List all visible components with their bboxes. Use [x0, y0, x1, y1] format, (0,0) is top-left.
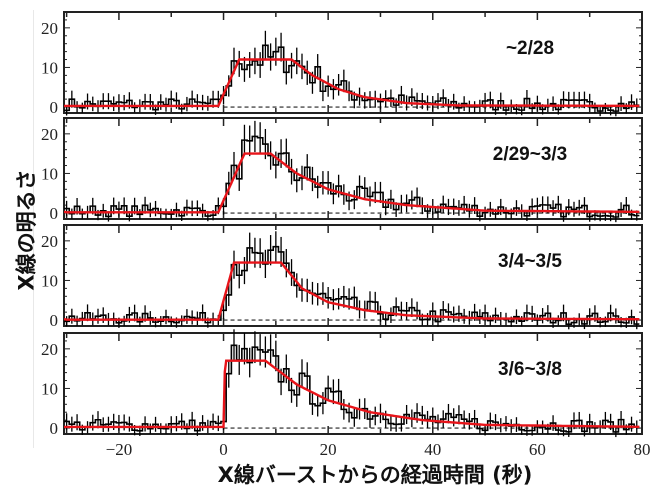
x-tick-label: −20	[106, 440, 133, 459]
x-axis-label: X線バーストからの経過時間 (秒)	[217, 463, 533, 487]
data-histogram	[64, 44, 640, 112]
x-tick-label: 80	[634, 440, 651, 459]
y-tick-label: 10	[41, 164, 58, 183]
y-tick-label: 20	[41, 340, 58, 359]
y-tick-label: 20	[41, 19, 58, 38]
y-tick-label: 10	[41, 58, 58, 77]
model-curve	[64, 152, 640, 214]
y-tick-label: 0	[50, 311, 59, 330]
panel-date-label: ~2/28	[506, 38, 554, 59]
panel-4: 0 10 20 3/6~3/8	[41, 329, 643, 438]
panel-1: 0 10 20 ~2/28	[41, 11, 643, 117]
y-tick-label: 10	[41, 271, 58, 290]
data-histogram	[64, 344, 640, 433]
model-curve	[64, 58, 640, 108]
data-histogram	[64, 245, 640, 325]
y-tick-label: 20	[41, 125, 58, 144]
panel-3: 0 10 20 3/4~3/5	[41, 224, 643, 330]
x-tick-label: 60	[529, 440, 546, 459]
x-tick-label: 0	[219, 440, 228, 459]
margin-line	[33, 10, 34, 448]
panel-date-label: 3/4~3/5	[498, 251, 562, 272]
y-tick-label: 20	[41, 232, 58, 251]
model-curve	[64, 359, 640, 429]
y-tick-label: 10	[41, 379, 58, 398]
model-curve	[64, 261, 640, 321]
panel-date-label: 2/29~3/3	[493, 144, 568, 165]
y-tick-label: 0	[50, 204, 59, 223]
panel-date-label: 3/6~3/8	[498, 359, 562, 380]
y-tick-label: 0	[50, 419, 59, 438]
y-tick-label: 0	[50, 98, 59, 117]
y-axis-label: X線の明るさ	[15, 169, 40, 291]
y-axis-label-wrap: X線の明るさ	[6, 130, 46, 330]
x-tick-label: 40	[424, 440, 441, 459]
panel-2: 0 10 20 2/29~3/3	[41, 117, 643, 223]
x-tick-label: 20	[320, 440, 337, 459]
